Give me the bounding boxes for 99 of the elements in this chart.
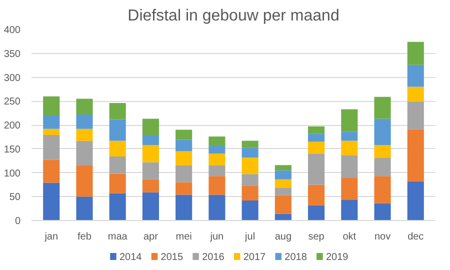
bar bbox=[142, 192, 159, 220]
x-tick-label: mei bbox=[176, 232, 192, 242]
bar bbox=[274, 195, 292, 214]
bar bbox=[374, 176, 391, 204]
bar bbox=[374, 203, 391, 220]
x-tick-label: jan bbox=[44, 232, 58, 242]
bar bbox=[374, 96, 391, 119]
bar bbox=[176, 182, 192, 195]
bar bbox=[374, 158, 391, 176]
bar bbox=[407, 64, 424, 87]
y-tick-label: 100 bbox=[4, 168, 21, 180]
bar bbox=[142, 118, 159, 136]
legend-label: 2016 bbox=[202, 252, 225, 263]
bar bbox=[242, 200, 258, 220]
bar bbox=[43, 182, 60, 220]
bar bbox=[176, 140, 192, 152]
bar bbox=[274, 170, 292, 180]
bar bbox=[176, 151, 192, 166]
bar bbox=[76, 165, 93, 197]
bar bbox=[109, 140, 126, 157]
bar bbox=[407, 42, 424, 65]
bar bbox=[274, 179, 292, 188]
bar bbox=[176, 130, 192, 140]
legend-label: 2017 bbox=[243, 252, 266, 263]
x-tick-label: dec bbox=[408, 232, 424, 242]
bar bbox=[308, 134, 325, 142]
bar bbox=[208, 176, 226, 195]
bar bbox=[407, 181, 424, 220]
bar bbox=[109, 103, 126, 120]
bar bbox=[341, 178, 358, 200]
bar bbox=[43, 115, 60, 129]
bar bbox=[43, 160, 60, 183]
bar bbox=[43, 96, 60, 116]
bar bbox=[176, 165, 192, 182]
bar bbox=[208, 146, 226, 154]
bar bbox=[242, 174, 258, 186]
y-tick-label: 250 bbox=[4, 96, 21, 108]
chart-title: Diefstal in gebouw per maand bbox=[128, 8, 340, 24]
bar bbox=[374, 145, 391, 158]
bar bbox=[374, 118, 391, 146]
y-tick-label: 50 bbox=[9, 192, 21, 204]
bar bbox=[308, 126, 325, 134]
bar bbox=[208, 136, 226, 146]
bar bbox=[142, 145, 159, 162]
bar bbox=[208, 194, 226, 220]
y-tick-label: 300 bbox=[4, 72, 21, 84]
bar bbox=[242, 148, 258, 158]
bar bbox=[341, 109, 358, 132]
bar bbox=[142, 162, 159, 180]
bar bbox=[242, 157, 258, 174]
x-tick-label: nov bbox=[374, 232, 391, 242]
y-tick-label: 400 bbox=[4, 25, 21, 36]
bar bbox=[308, 184, 325, 206]
bar bbox=[407, 86, 424, 102]
x-tick-label: okt bbox=[342, 232, 356, 242]
y-tick-label: 350 bbox=[4, 48, 21, 60]
bar bbox=[76, 114, 93, 129]
legend-label: 2019 bbox=[326, 252, 349, 263]
x-tick-label: sep bbox=[308, 232, 325, 242]
bar bbox=[242, 140, 258, 148]
bar bbox=[43, 135, 60, 160]
bar bbox=[76, 128, 93, 141]
bar bbox=[208, 165, 226, 176]
bar bbox=[308, 205, 325, 220]
bar bbox=[341, 156, 358, 178]
x-tick-label: apr bbox=[143, 232, 159, 242]
bar bbox=[208, 154, 226, 166]
bar bbox=[76, 140, 93, 166]
x-tick-label: aug bbox=[274, 232, 292, 242]
y-tick-label: 200 bbox=[4, 120, 21, 132]
bar bbox=[341, 140, 358, 156]
bar bbox=[308, 154, 325, 185]
bar bbox=[109, 119, 126, 141]
y-tick-label: 150 bbox=[4, 144, 21, 156]
x-tick-label: jul bbox=[244, 232, 256, 242]
bar bbox=[407, 129, 424, 182]
bar bbox=[308, 142, 325, 154]
bar bbox=[109, 193, 126, 220]
bar bbox=[341, 132, 358, 141]
y-tick-label: 0 bbox=[14, 216, 21, 227]
bar bbox=[176, 194, 192, 220]
bar bbox=[341, 200, 358, 220]
x-tick-label: jun bbox=[209, 232, 224, 242]
bar bbox=[407, 102, 424, 130]
bar bbox=[109, 174, 126, 194]
bar bbox=[274, 165, 292, 170]
legend-label: 2018 bbox=[284, 252, 308, 263]
legend-label: 2015 bbox=[160, 252, 184, 263]
bar bbox=[242, 186, 258, 200]
bar bbox=[274, 188, 292, 196]
bar bbox=[76, 98, 93, 114]
bar bbox=[43, 128, 60, 136]
bar bbox=[76, 196, 93, 220]
bar bbox=[142, 179, 159, 192]
x-tick-label: maa bbox=[108, 232, 128, 242]
x-tick-label: feb bbox=[78, 232, 92, 242]
bar bbox=[142, 135, 159, 146]
bar bbox=[109, 156, 126, 174]
legend-label: 2014 bbox=[119, 252, 142, 263]
